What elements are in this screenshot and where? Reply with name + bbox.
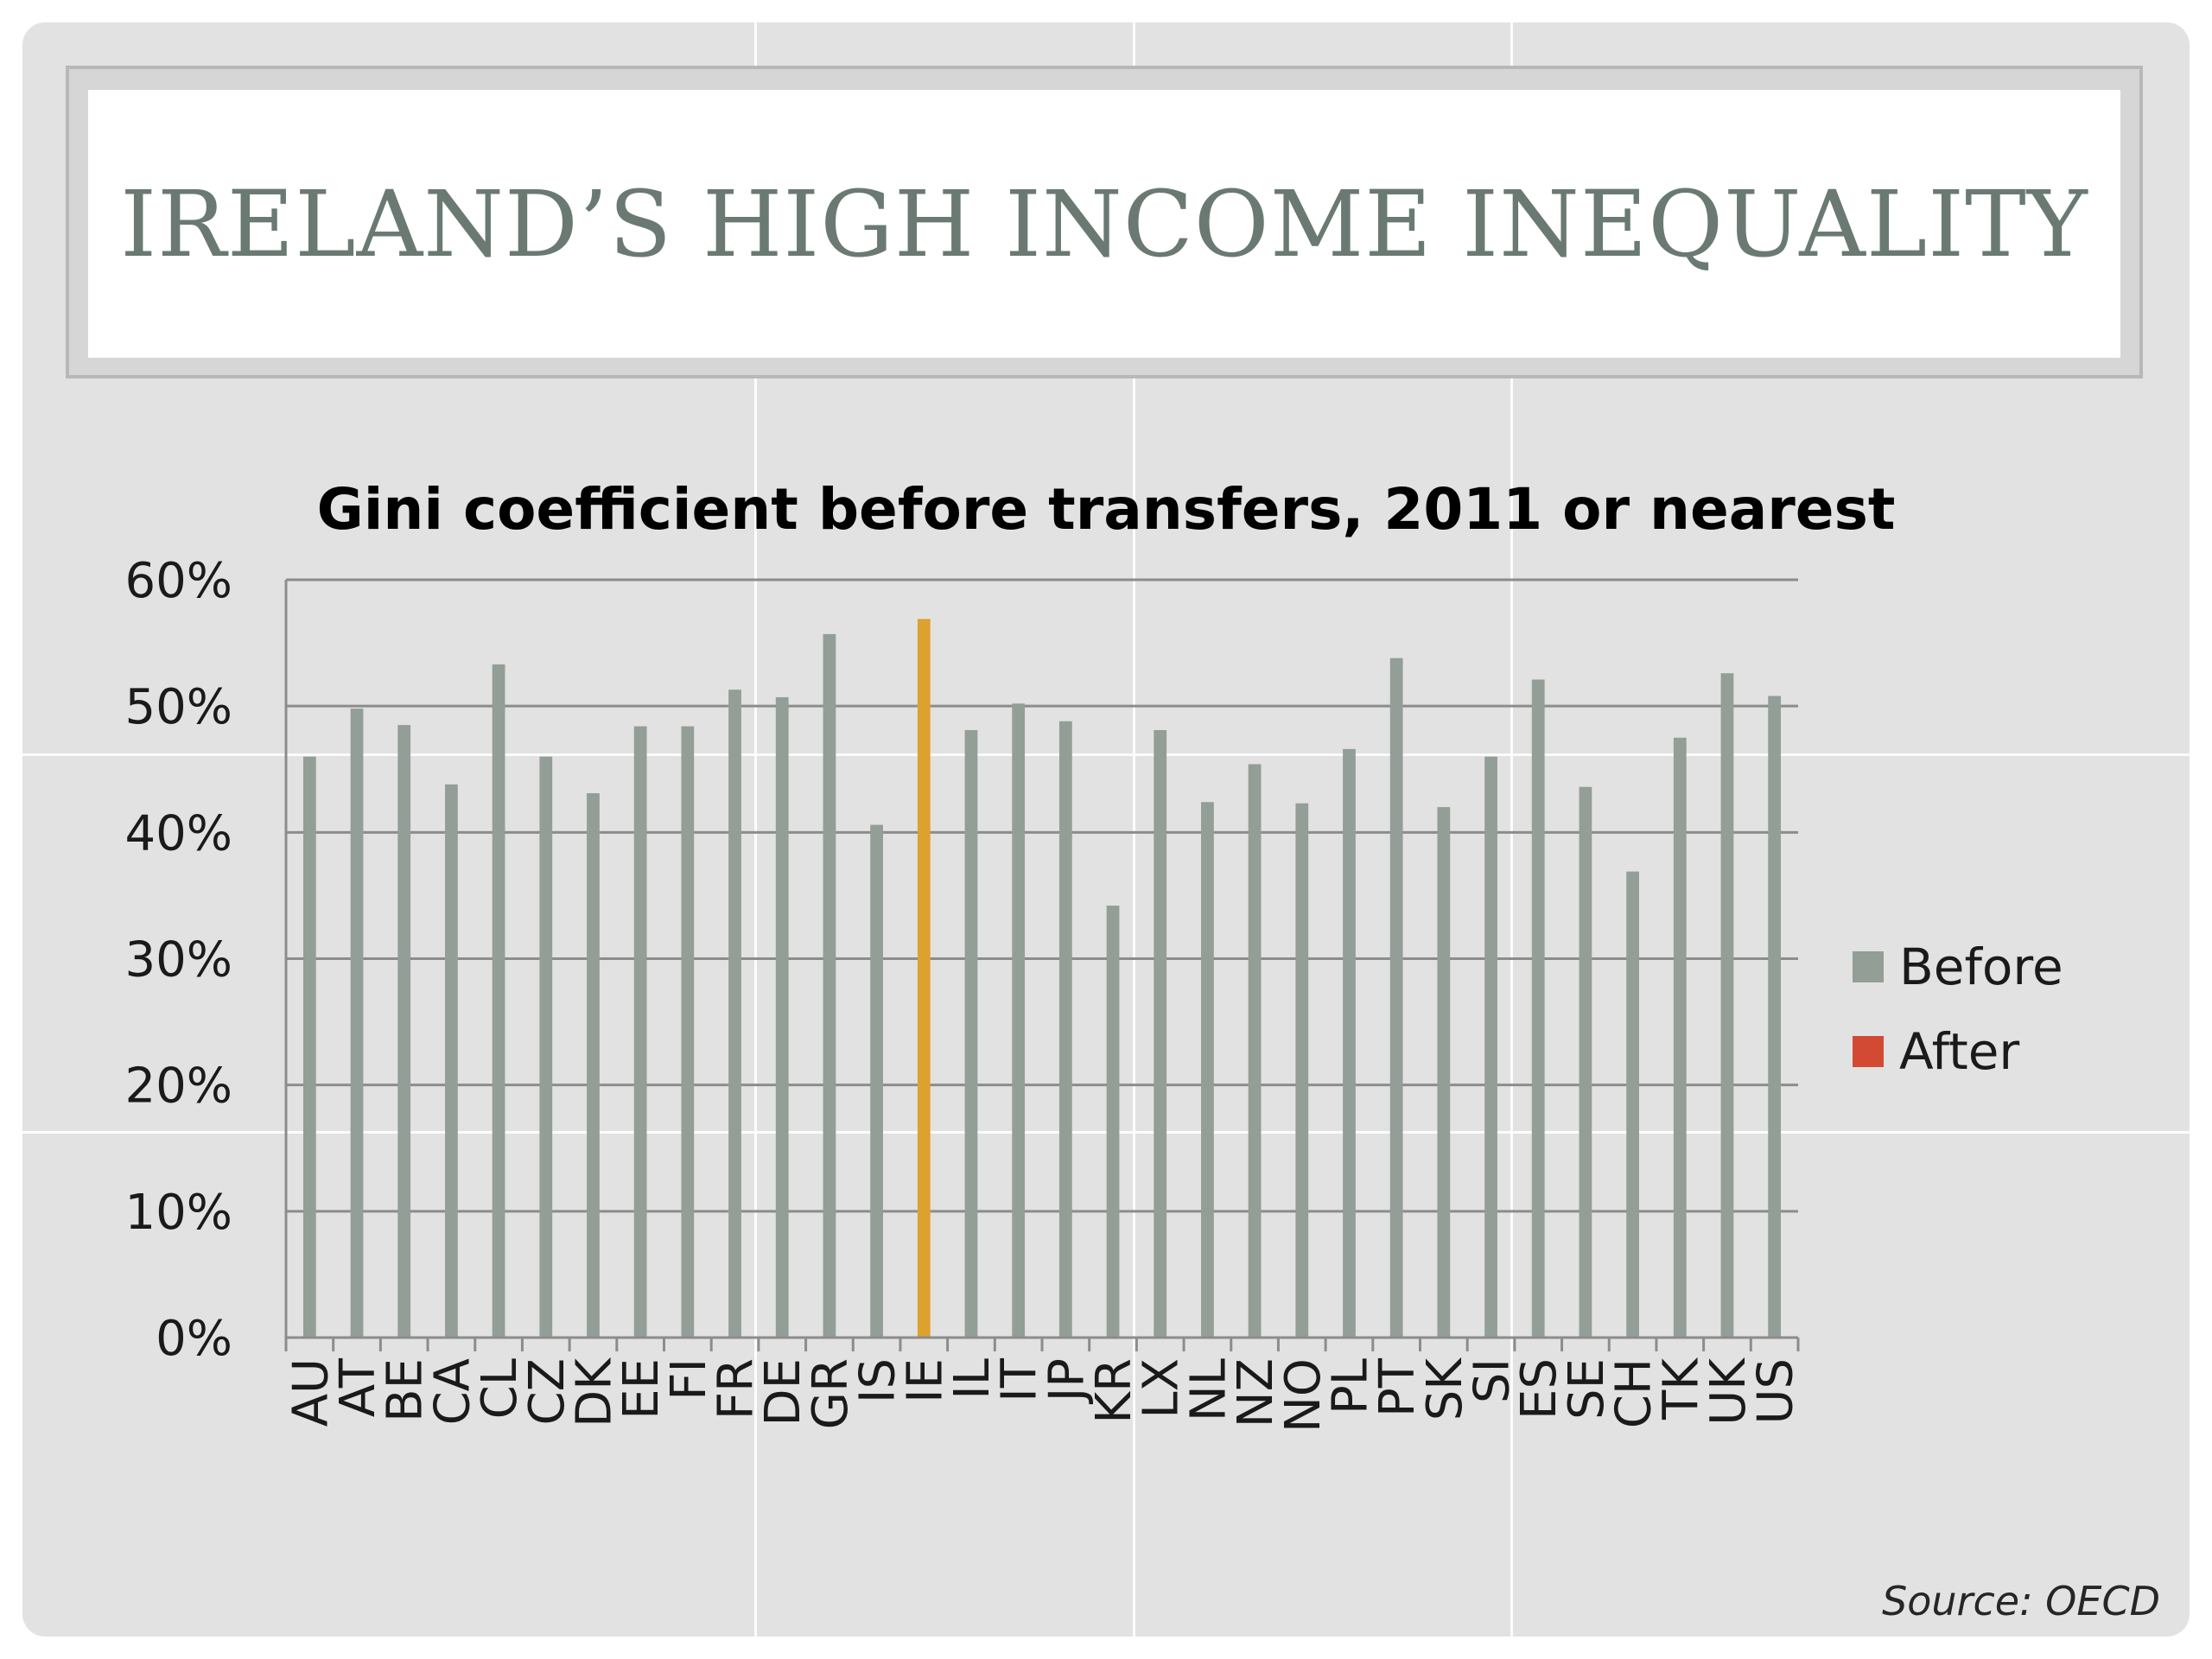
x-tick-label: FR xyxy=(709,1358,765,1420)
x-tick-label: DK xyxy=(566,1357,622,1427)
x-tick-label: NL xyxy=(1180,1358,1236,1421)
bar-at xyxy=(350,709,364,1338)
x-tick-label: TK xyxy=(1653,1357,1709,1421)
bar-kr xyxy=(1106,906,1120,1338)
x-tick-label: IL xyxy=(944,1358,1001,1400)
x-tick-labels: AUATBECACLCZDKEEFIFRDEGRISIEILITJPKRLXNL… xyxy=(283,1357,1803,1433)
legend-label-before: Before xyxy=(1899,938,2063,996)
x-tick-label: CZ xyxy=(519,1358,575,1425)
bar-il xyxy=(964,729,978,1338)
x-tick-label: PL xyxy=(1322,1358,1378,1414)
legend-swatch-before xyxy=(1853,951,1884,982)
x-tick-label: SE xyxy=(1559,1358,1615,1420)
slide: IRELAND’S HIGH INCOME INEQUALITY Gini co… xyxy=(22,22,2190,1637)
bar-gr xyxy=(823,633,836,1338)
bar-no xyxy=(1295,803,1309,1338)
x-tick-label: SK xyxy=(1417,1357,1473,1421)
bar-ie xyxy=(917,619,931,1338)
source-note: Source: OECD xyxy=(1882,1578,2160,1624)
slide-title: IRELAND’S HIGH INCOME INEQUALITY xyxy=(120,170,2088,277)
bar-au xyxy=(302,756,316,1338)
x-tick-label: JP xyxy=(1039,1358,1095,1404)
bar-chart: Gini coefficient before transfers, 2011 … xyxy=(125,476,2063,1433)
chart-title: Gini coefficient before transfers, 2011 … xyxy=(317,476,1896,543)
x-tick-label: IE xyxy=(897,1358,953,1403)
bar-jp xyxy=(1058,721,1072,1338)
background-grid-line xyxy=(22,1131,2190,1134)
bar-sk xyxy=(1437,807,1451,1338)
bar-it xyxy=(1012,703,1026,1338)
x-tick-label: ES xyxy=(1511,1358,1567,1420)
title-box: IRELAND’S HIGH INCOME INEQUALITY xyxy=(88,90,2120,358)
bar-ca xyxy=(445,784,458,1338)
bar-fr xyxy=(728,690,741,1338)
x-tick-label: SI xyxy=(1465,1358,1521,1403)
bar-cz xyxy=(539,756,553,1338)
background-grid-line xyxy=(1510,22,1513,1637)
y-tick-labels: 0% 10% 20% 30% 40% 50% 60% xyxy=(125,553,232,1367)
y-tick-label: 10% xyxy=(125,1185,232,1241)
x-tick-label: BE xyxy=(378,1358,434,1422)
legend-label-after: After xyxy=(1899,1022,2019,1081)
x-tick-label: NO xyxy=(1275,1358,1332,1433)
legend-swatch-after xyxy=(1853,1036,1884,1067)
bar-us xyxy=(1768,696,1782,1338)
x-tick-label: EE xyxy=(613,1358,670,1420)
bar-es xyxy=(1531,679,1545,1338)
bar-lx xyxy=(1154,729,1167,1338)
bar-se xyxy=(1579,786,1592,1338)
x-tick-label: NZ xyxy=(1228,1358,1284,1427)
x-tick-label: FI xyxy=(661,1358,717,1401)
bars xyxy=(302,619,1782,1338)
y-tick-label: 0% xyxy=(156,1311,232,1367)
bar-uk xyxy=(1720,673,1734,1338)
x-tick-label: CL xyxy=(472,1358,528,1419)
bar-ee xyxy=(633,726,647,1338)
bar-dk xyxy=(587,793,600,1338)
x-tick-label: AU xyxy=(283,1358,339,1427)
x-tick-label: DE xyxy=(755,1358,811,1427)
grid-lines xyxy=(286,578,1798,1213)
bar-cl xyxy=(492,664,505,1338)
y-tick-label: 50% xyxy=(125,679,232,735)
y-tick-label: 40% xyxy=(125,805,232,861)
bar-fi xyxy=(681,726,695,1338)
bar-si xyxy=(1484,756,1497,1338)
x-tick-label: AT xyxy=(330,1357,386,1417)
bar-pl xyxy=(1343,748,1356,1338)
background-grid-line xyxy=(22,753,2190,756)
legend: Before After xyxy=(1853,938,2063,1081)
bar-is xyxy=(870,824,883,1338)
y-tick-label: 30% xyxy=(125,932,232,988)
x-tick-label: GR xyxy=(803,1358,859,1429)
x-tick-label: PT xyxy=(1370,1357,1426,1417)
bar-tk xyxy=(1673,737,1687,1338)
bar-nz xyxy=(1248,764,1262,1338)
bar-be xyxy=(397,725,411,1338)
x-tick-label: CH xyxy=(1606,1358,1662,1428)
y-tick-label: 20% xyxy=(125,1058,232,1115)
background-grid-line xyxy=(1133,22,1135,1637)
x-tick-label: US xyxy=(1748,1358,1804,1425)
x-tick-label: IT xyxy=(992,1357,1048,1402)
x-tick-label: UK xyxy=(1700,1357,1757,1426)
x-tick-label: KR xyxy=(1086,1358,1142,1424)
y-tick-label: 60% xyxy=(125,553,232,609)
x-tick-label: CA xyxy=(424,1358,480,1425)
bar-pt xyxy=(1389,658,1403,1338)
bar-ch xyxy=(1626,871,1639,1338)
axes xyxy=(284,580,1800,1351)
bar-nl xyxy=(1201,802,1214,1338)
x-tick-label: LX xyxy=(1134,1358,1190,1419)
background-grid-line xyxy=(754,22,757,1637)
bar-de xyxy=(775,696,789,1338)
x-tick-label: IS xyxy=(850,1358,906,1403)
